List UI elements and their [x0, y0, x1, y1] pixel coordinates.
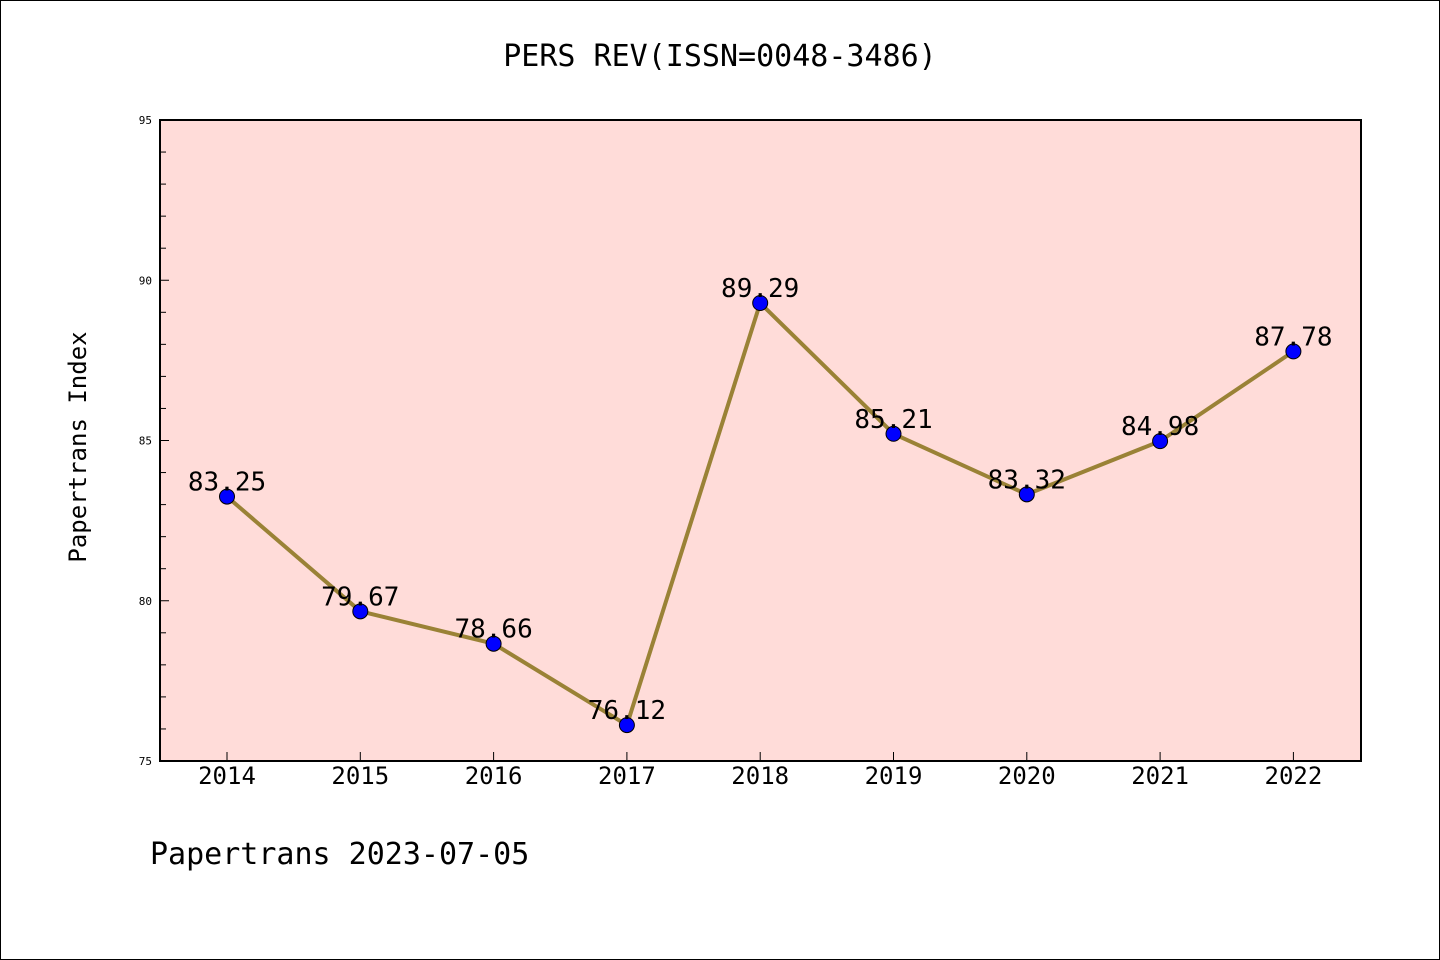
data-point: [752, 295, 769, 312]
y-tick-label: 75: [139, 755, 152, 768]
footer-text: Papertrans 2023-07-05: [150, 837, 529, 872]
data-label: 83.32: [988, 465, 1066, 495]
data-point: [1285, 343, 1302, 360]
x-axis: 2014 2015 2016 2017 2018 2019 2020 2021 2022: [198, 752, 1322, 790]
data-point: [485, 635, 502, 652]
y-axis: 75 80 85 90 95: [139, 114, 169, 768]
data-label: 89.29: [721, 274, 799, 304]
data-point: [618, 717, 635, 734]
data-label: 79.67: [321, 582, 399, 612]
data-label: 84.98: [1121, 412, 1199, 442]
y-axis-label: Papertrans Index: [64, 331, 92, 562]
x-tick-label: 2015: [331, 762, 389, 790]
x-tick-label: 2014: [198, 762, 256, 790]
y-tick-label: 80: [139, 595, 152, 608]
data-point: [1018, 486, 1035, 503]
y-tick-label: 95: [139, 114, 152, 127]
y-tick-label: 90: [139, 274, 152, 287]
x-tick-label: 2018: [731, 762, 789, 790]
data-point: [219, 488, 235, 505]
x-tick-label: 2019: [865, 762, 923, 790]
chart-title: PERS REV(ISSN=0048-3486): [503, 39, 936, 74]
data-point: [1152, 433, 1169, 450]
data-labels: 83.25 79.67 78.66 76.12 89.29 85.21 83.32 84.98…: [188, 274, 1333, 726]
x-tick-label: 2021: [1131, 762, 1189, 790]
data-points: [219, 295, 1302, 734]
y-tick-label: 85: [139, 435, 152, 448]
data-point: [885, 425, 902, 442]
data-label: 76.12: [588, 696, 666, 726]
data-label: 78.66: [454, 615, 532, 645]
x-tick-label: 2016: [465, 762, 523, 790]
data-point: [352, 603, 369, 620]
data-label: 87.78: [1254, 322, 1332, 352]
data-label: 83.25: [188, 468, 266, 498]
x-tick-label: 2022: [1265, 762, 1323, 790]
x-tick-label: 2017: [598, 762, 656, 790]
x-tick-label: 2020: [998, 762, 1056, 790]
data-label: 85.21: [854, 405, 932, 435]
